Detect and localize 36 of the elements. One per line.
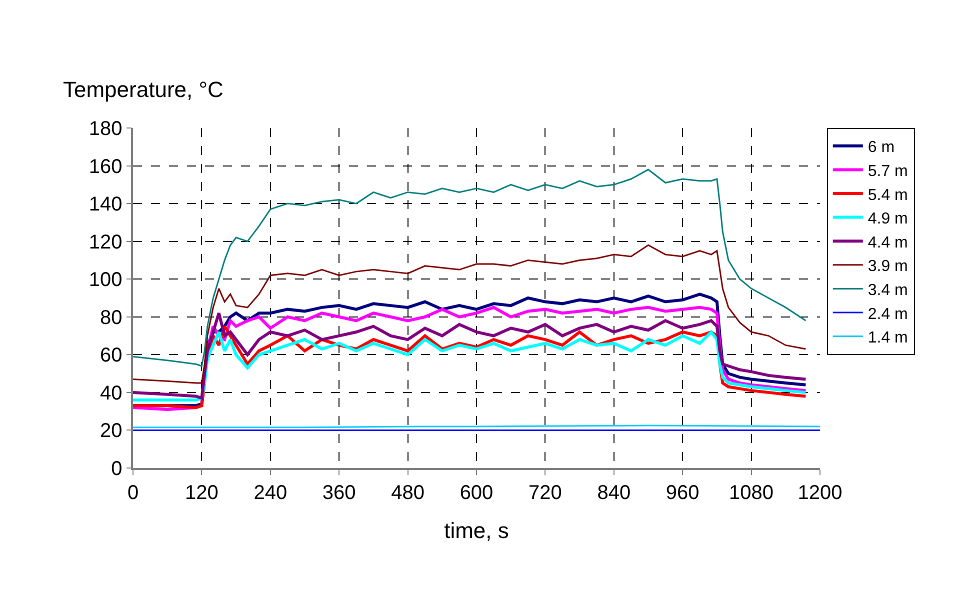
y-tick-label: 100 <box>88 269 122 292</box>
x-tick-label: 240 <box>254 482 288 504</box>
x-tick-label: 720 <box>528 482 562 504</box>
legend-label: 2.4 m <box>868 306 908 323</box>
legend-label: 1.4 m <box>868 330 908 347</box>
line-series <box>133 244 806 384</box>
y-tick-label: 80 <box>100 306 122 329</box>
x-tick-label: 960 <box>666 482 700 504</box>
y-tick-label: 180 <box>88 118 122 140</box>
x-tick-label: 480 <box>391 482 424 504</box>
y-tick-label: 20 <box>100 420 122 442</box>
line-series <box>133 312 808 400</box>
line-series <box>133 330 808 402</box>
x-tick-label: 360 <box>322 482 356 504</box>
y-tick-label: 160 <box>88 156 122 178</box>
y-tick-label: 120 <box>88 231 122 254</box>
line-series <box>133 168 806 367</box>
x-tick-label: 840 <box>597 482 631 504</box>
y-tick-label: 40 <box>100 382 122 404</box>
legend-label: 3.4 m <box>868 282 908 299</box>
x-axis-title: time, s <box>444 518 509 544</box>
x-tick-label: 1200 <box>798 482 842 504</box>
y-tick-label: 140 <box>88 194 122 216</box>
legend-label: 5.4 m <box>868 186 908 204</box>
legend-label: 4.4 m <box>868 234 908 252</box>
legend-label: 3.9 m <box>868 258 908 276</box>
legend-label: 4.9 m <box>868 210 908 228</box>
legend-label: 6 m <box>868 139 895 156</box>
x-tick-label: 1080 <box>729 482 774 504</box>
y-axis-title: Temperature, °C <box>63 77 224 102</box>
legend-label: 5.7 m <box>868 162 908 180</box>
y-tick-label: 60 <box>100 344 122 367</box>
x-tick-label: 120 <box>185 482 218 504</box>
x-tick-label: 600 <box>460 482 494 504</box>
y-tick-label: 0 <box>111 458 122 480</box>
x-tick-label: 0 <box>127 482 139 504</box>
